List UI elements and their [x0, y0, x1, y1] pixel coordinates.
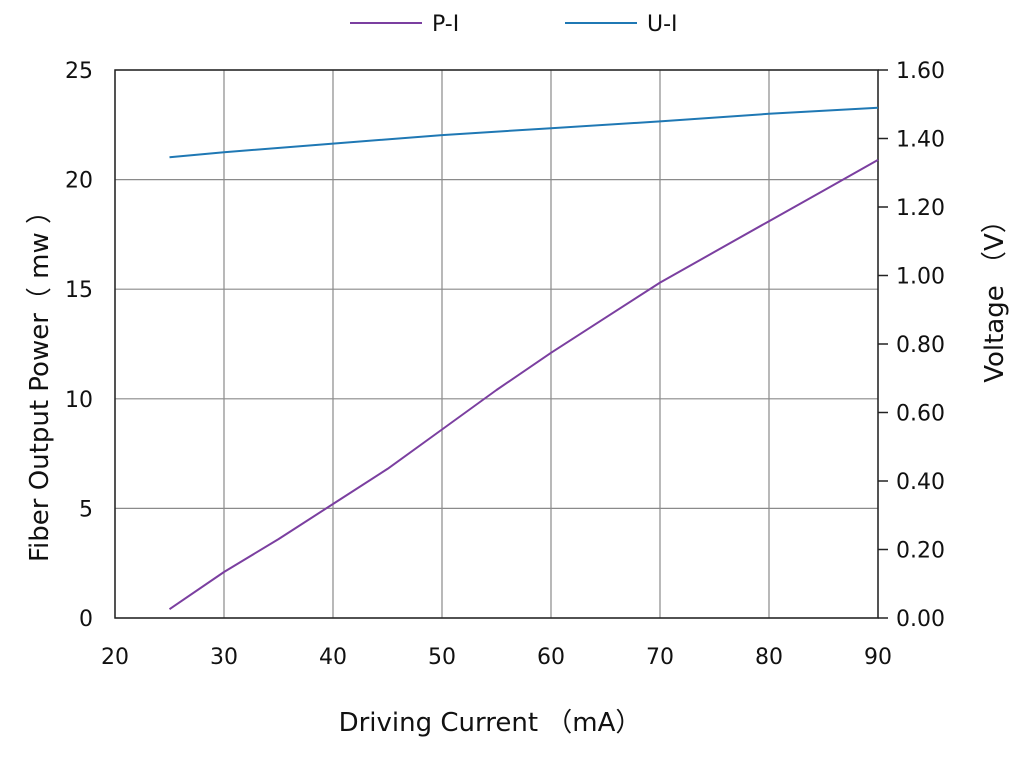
right-y-tick-label: 1.00 [896, 265, 945, 290]
left-y-tick-label: 5 [79, 497, 93, 522]
left-y-axis-ticks: 0 5 10 15 20 25 [65, 59, 93, 632]
x-tick-label: 40 [319, 645, 347, 670]
legend: P-I U-I [350, 12, 678, 37]
left-y-tick-label: 15 [65, 278, 93, 303]
right-y-axis-ticks: 0.00 0.20 0.40 0.60 0.80 1.00 1.20 1.40 1.60 [878, 59, 945, 632]
series-line-u-i [169, 106, 879, 159]
x-tick-label: 90 [864, 645, 892, 670]
x-tick-label: 50 [428, 645, 456, 670]
right-y-tick-label: 0.20 [896, 539, 945, 564]
left-y-axis-title: Fiber Output Power（ mw ） [25, 198, 55, 562]
x-tick-label: 30 [210, 645, 238, 670]
x-tick-label: 20 [101, 645, 129, 670]
right-y-tick-label: 0.60 [896, 402, 945, 427]
right-y-tick-label: 0.40 [896, 470, 945, 495]
x-tick-label: 80 [755, 645, 783, 670]
left-y-tick-label: 20 [65, 169, 93, 194]
x-axis-title: Driving Current （mA） [339, 708, 642, 738]
right-y-tick-label: 1.60 [896, 59, 945, 84]
x-tick-label: 70 [646, 645, 674, 670]
series-layer [168, 106, 879, 611]
right-y-tick-label: 0.80 [896, 333, 945, 358]
series-line-p-i [168, 159, 879, 611]
right-y-tick-label: 1.20 [896, 196, 945, 221]
left-y-tick-label: 10 [65, 388, 93, 413]
left-y-tick-label: 25 [65, 59, 93, 84]
legend-label: P-I [432, 12, 459, 37]
right-y-tick-label: 0.00 [896, 607, 945, 632]
right-y-tick-label: 1.40 [896, 128, 945, 153]
right-y-axis-title: Voltage （V） [980, 207, 1010, 383]
x-tick-label: 60 [537, 645, 565, 670]
x-axis-ticks: 20 30 40 50 60 70 80 90 [101, 645, 892, 670]
left-y-tick-label: 0 [79, 607, 93, 632]
legend-label: U-I [647, 12, 678, 37]
